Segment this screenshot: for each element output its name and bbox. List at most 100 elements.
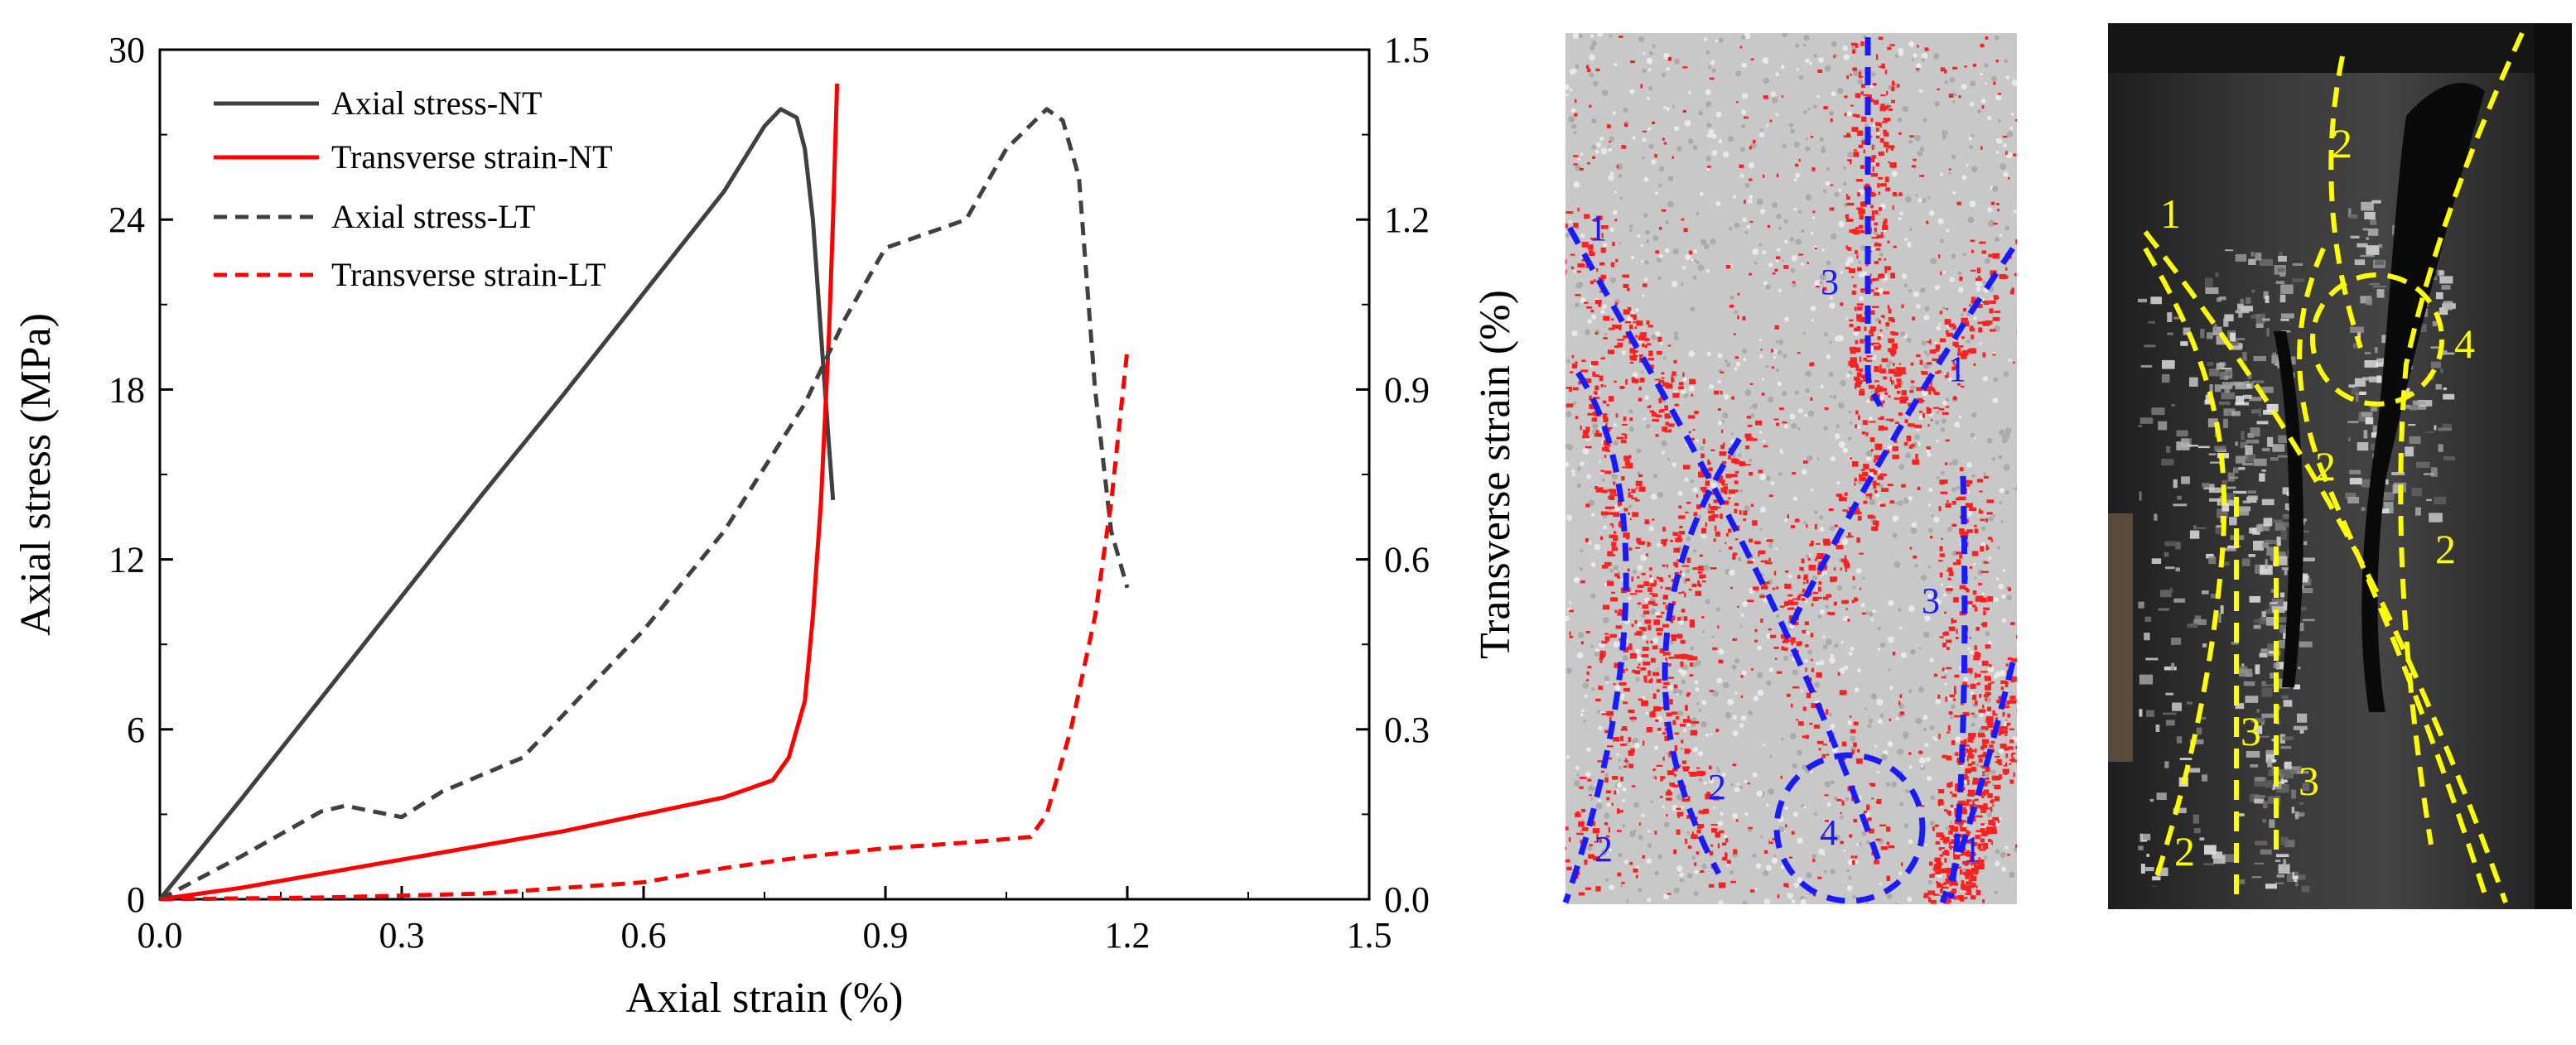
rock-fragment [2371,432,2380,438]
crack-particle [1628,455,1632,459]
particle [1679,878,1685,883]
particle [1923,315,1930,320]
crack-particle [1856,314,1863,320]
crack-particle [1686,557,1691,563]
crack-particle [1654,378,1661,381]
particle [1643,417,1647,421]
crack-particle [1744,116,1749,119]
crack-particle [1972,873,1978,875]
particle [1667,685,1673,691]
crack-particle [1729,547,1733,550]
crack-particle [1787,884,1789,888]
crack-particle [1980,838,1985,843]
particle [1921,52,1928,60]
crack-particle [1886,90,1889,95]
crack-particle [1749,220,1754,223]
particle [1688,385,1696,392]
particle [1843,665,1849,670]
rock-fragment [2284,840,2295,848]
particle [1820,273,1826,281]
particle [1700,532,1707,539]
crack-particle [1871,526,1879,531]
crack-particle [1579,167,1584,171]
crack-particle [1689,772,1697,777]
rock-fragment [2166,445,2171,453]
crack-particle [1792,281,1796,284]
crack-particle [1631,497,1638,499]
crack-particle [1614,325,1622,329]
particle [1591,687,1595,691]
crack-particle [1605,790,1611,794]
particle [1722,151,1729,158]
crack-particle [1592,156,1595,159]
rock-fragment [2361,479,2373,488]
crack-particle [1665,538,1668,542]
crack-particle [1951,739,1956,745]
crack-particle [1816,672,1822,678]
rock-fragment [2360,296,2371,304]
particle [1988,516,1994,522]
crack-particle [1939,636,1944,638]
crack-particle [2002,136,2008,138]
particle [1886,893,1893,899]
particle [1688,90,1691,94]
crack-particle [1609,716,1612,723]
particle [1921,340,1927,346]
crack-particle [1725,474,1732,479]
crack-particle [1942,479,1948,484]
crack-particle [1790,525,1795,529]
crack-particle [1650,657,1656,663]
crack-particle [1885,118,1889,122]
rock-fragment [2360,254,2375,258]
rock-fragment [2366,296,2372,306]
particle [1690,306,1696,312]
crack-particle [1882,224,1885,228]
particle [1620,884,1623,888]
particle [1798,241,1802,245]
particle [1708,65,1712,70]
crack-particle [1880,183,1887,187]
crack-particle [1808,565,1816,571]
crack-particle [1849,324,1854,328]
crack-particle [1833,55,1836,59]
rock-fragment [2173,807,2187,813]
rock-fragment [2297,623,2304,632]
rock-fragment [2367,228,2379,236]
particle [1789,413,1796,420]
crack-particle [1758,470,1763,474]
crack-particle [1944,898,1951,903]
rock-fragment [2260,648,2271,653]
rock-fragment [2409,436,2421,444]
particle [1993,351,1996,354]
crack-particle [1975,673,1981,677]
particle [1803,521,1807,525]
crack-particle [1972,800,1975,805]
crack-particle [1689,662,1693,667]
rock-fragment [2259,473,2265,482]
particle [1941,583,1944,586]
crack-particle [1961,879,1965,885]
particle [1825,181,1831,186]
particle [1777,381,1782,387]
crack-particle [1686,692,1691,696]
crack-particle [1990,329,1996,332]
rock-fragment [2275,882,2284,884]
particle [1600,309,1605,315]
rock-fragment [2216,363,2225,370]
crack-particle [1886,105,1891,108]
crack-path-1-right [1786,247,2015,631]
particle [1957,287,1964,293]
particle [1927,527,1933,533]
crack-particle [1980,671,1988,673]
particle [1663,400,1667,403]
particle [1587,541,1591,545]
crack-particle [1667,770,1675,776]
particle [1980,73,1984,76]
crack-particle [1948,571,1954,576]
crack-particle [1951,826,1959,832]
particle [1938,322,1942,325]
particle [1768,667,1774,672]
crack-particle [1659,648,1666,653]
particle [1842,618,1845,621]
particle [1842,181,1847,186]
